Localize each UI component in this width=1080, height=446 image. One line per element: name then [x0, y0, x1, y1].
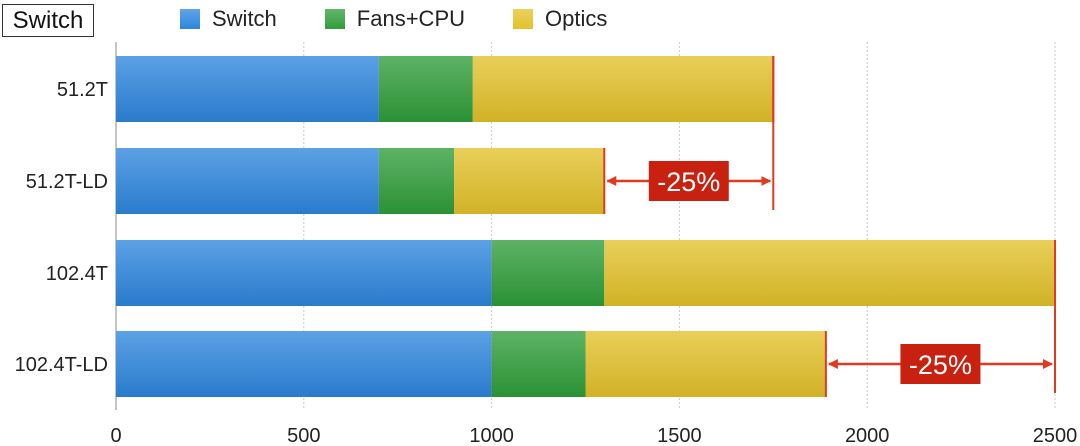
bar-51-2t-fans-cpu	[378, 56, 473, 122]
x-tick-label-2000: 2000	[845, 425, 890, 446]
bar-102-4t-switch	[116, 240, 492, 306]
legend: Switch Fans+CPU Optics	[180, 6, 655, 32]
legend-swatch-switch	[180, 9, 200, 29]
bar-102-4t-ld-fans-cpu	[491, 331, 586, 397]
bar-102-4t-optics	[604, 240, 1055, 306]
legend-label-switch: Switch	[212, 6, 277, 31]
legend-label-fans-cpu: Fans+CPU	[356, 6, 466, 31]
y-tick-label-102-4t-ld: 102.4T-LD	[15, 354, 108, 376]
bar-102-4t-ld-switch	[116, 331, 492, 397]
legend-item-fans-cpu: Fans+CPU	[324, 6, 466, 32]
y-tick-label-51-2t-ld: 51.2T-LD	[26, 171, 108, 193]
bar-102-4t-ld-optics	[585, 331, 826, 397]
reduction-badge-label-2: -25%	[909, 350, 972, 380]
reduction-badge-1	[648, 161, 729, 201]
x-tick-label-1000: 1000	[469, 425, 514, 446]
bar-51-2t-ld-optics	[454, 148, 605, 214]
legend-label-optics: Optics	[545, 6, 608, 31]
chart-title: Switch	[12, 6, 84, 34]
bar-51-2t-ld-switch	[116, 148, 379, 214]
reduction-badge-2	[900, 344, 981, 384]
bar-51-2t-ld-fans-cpu	[378, 148, 455, 214]
legend-swatch-optics	[513, 9, 534, 29]
chart-title-box: Switch	[2, 4, 94, 37]
x-tick-label-2500: 2500	[1033, 425, 1078, 446]
x-tick-label-1500: 1500	[657, 425, 702, 446]
reduction-badge-label-1: -25%	[657, 167, 720, 197]
x-tick-label-0: 0	[110, 425, 121, 446]
legend-item-optics: Optics	[513, 6, 607, 32]
bar-51-2t-optics	[472, 56, 774, 122]
y-tick-label-51-2t: 51.2T	[57, 79, 108, 101]
bar-51-2t-switch	[116, 56, 379, 122]
x-tick-label-500: 500	[287, 425, 320, 446]
bar-102-4t-fans-cpu	[491, 240, 605, 306]
legend-item-switch: Switch	[180, 6, 277, 32]
legend-swatch-fans-cpu	[324, 9, 345, 29]
y-tick-label-102-4t: 102.4T	[46, 263, 108, 285]
